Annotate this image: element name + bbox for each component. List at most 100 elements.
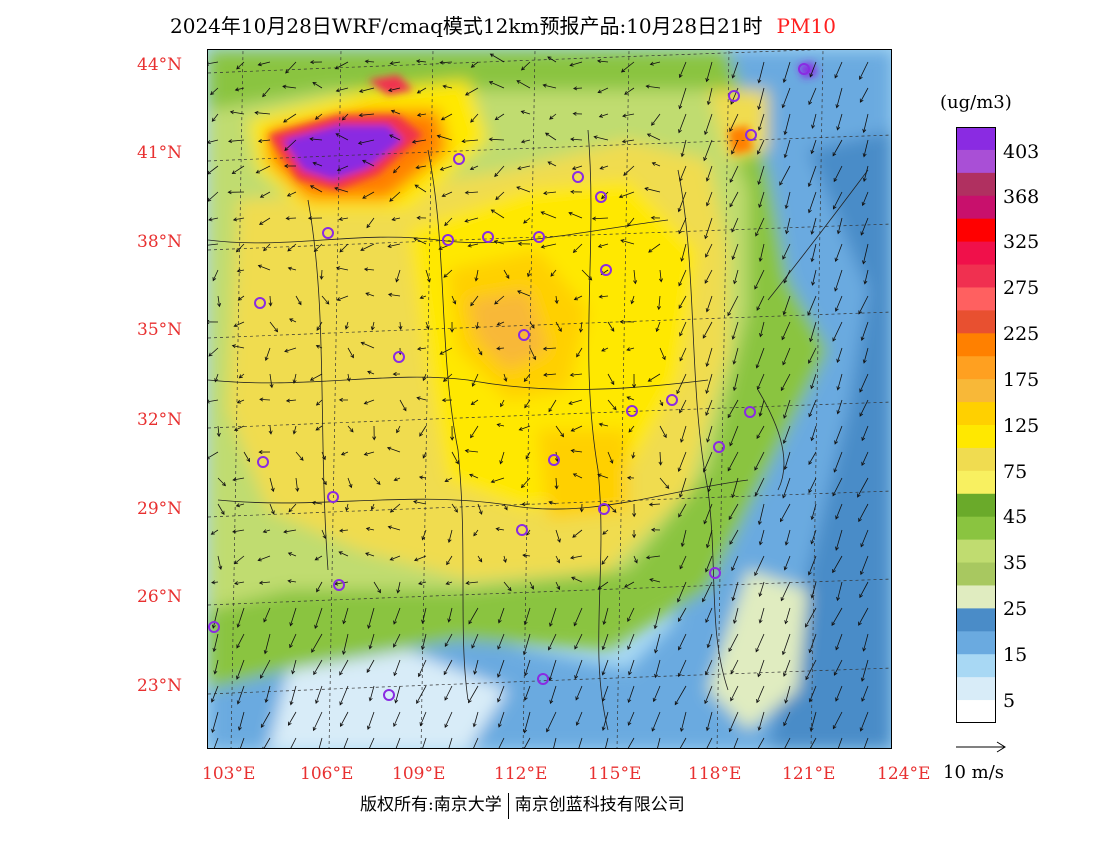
wind-arrow — [523, 711, 531, 734]
colorbar-label: 5 — [1003, 690, 1016, 712]
wind-arrow — [516, 80, 531, 89]
wind-arrow — [464, 87, 479, 96]
wind-arrow — [624, 581, 635, 588]
wind-arrow — [574, 633, 583, 650]
city-marker — [798, 63, 810, 75]
wind-arrow — [809, 321, 817, 343]
wind-arrow — [601, 633, 609, 651]
wind-arrow — [759, 321, 765, 338]
wind-arrow — [470, 425, 479, 439]
wind-arrow — [396, 581, 401, 594]
wind-arrow — [680, 425, 687, 443]
wind-arrow — [444, 711, 453, 729]
wind-arrow — [394, 685, 401, 704]
wind-arrow — [832, 477, 843, 497]
wind-arrow — [497, 711, 505, 728]
wind-arrow — [259, 397, 271, 402]
wind-arrow — [831, 607, 843, 627]
wind-arrow — [229, 110, 245, 115]
wind-arrow — [781, 321, 791, 341]
parallel-line — [208, 311, 891, 339]
wind-arrow — [678, 295, 687, 309]
wind-arrow — [810, 503, 817, 521]
wind-arrow — [260, 659, 271, 679]
wind-arrow — [522, 737, 531, 748]
city-marker — [666, 394, 678, 406]
wind-arrow — [573, 295, 583, 301]
wind-arrow — [731, 321, 739, 340]
wind-arrow — [212, 269, 219, 282]
lon-label: 115°E — [588, 764, 642, 784]
wind-arrow — [468, 685, 479, 704]
wind-arrow — [309, 373, 323, 381]
wind-arrow — [464, 190, 479, 195]
wind-arrow — [622, 113, 635, 118]
wind-arrow — [233, 321, 245, 328]
wind-arrow — [574, 659, 583, 680]
wind-arrow — [620, 239, 635, 245]
wind-arrow — [623, 165, 635, 176]
wind-arrow — [257, 61, 271, 67]
wind-arrow — [233, 555, 245, 565]
wind-arrow — [529, 581, 534, 590]
wind-arrow — [863, 737, 869, 748]
colorbar-swatch — [956, 241, 996, 266]
wind-arrow — [705, 295, 713, 313]
wind-arrow — [217, 555, 223, 570]
wind-arrow — [598, 422, 609, 427]
meridian-line — [716, 50, 730, 748]
wind-arrow — [632, 373, 637, 389]
colorbar-swatch — [956, 654, 996, 678]
wind-arrow — [517, 290, 531, 297]
wind-arrow — [315, 399, 323, 406]
wind-arrow — [811, 269, 817, 286]
wind-arrow — [626, 396, 635, 401]
wind-arrow — [782, 425, 791, 444]
wind-arrow — [422, 451, 427, 459]
wind-arrow — [607, 503, 617, 513]
wind-arrow — [754, 269, 765, 290]
wind-arrow — [262, 737, 271, 748]
wind-arrow — [210, 685, 219, 703]
wind-arrow — [732, 607, 739, 624]
wind-arrow — [346, 373, 351, 382]
wind-arrow — [705, 711, 713, 732]
wind-arrow — [208, 451, 219, 460]
wind-arrow — [309, 60, 323, 65]
colorbar-swatch — [956, 585, 996, 609]
wind-arrow — [731, 477, 739, 499]
wind-arrow — [756, 425, 765, 439]
wind-arrow — [597, 243, 609, 248]
city-marker — [713, 441, 725, 453]
wind-arrow — [360, 243, 375, 251]
wind-arrow — [757, 61, 765, 84]
wind-arrow — [805, 659, 817, 681]
wind-arrow — [754, 451, 765, 471]
wind-arrow — [336, 165, 349, 172]
wind-arrow — [554, 477, 559, 490]
wind-arrow — [783, 659, 791, 677]
wind-arrow — [658, 269, 663, 283]
colorbar-swatch — [956, 402, 996, 426]
wind-arrow — [373, 477, 381, 485]
wind-arrow — [345, 503, 350, 512]
wind-arrow — [677, 581, 687, 603]
wind-arrow — [657, 737, 661, 748]
wind-arrow — [520, 61, 531, 71]
wind-arrow — [444, 633, 453, 648]
wind-arrow — [546, 711, 557, 733]
wind-arrow — [347, 477, 353, 489]
wind-arrow — [834, 61, 843, 79]
wind-arrow — [236, 607, 245, 628]
wind-arrow — [268, 425, 273, 435]
wind-arrow — [679, 321, 687, 337]
wind-arrow — [446, 555, 453, 566]
wind-arrow — [295, 295, 302, 306]
wind-arrow — [393, 659, 401, 677]
wind-arrow — [754, 477, 765, 497]
wind-arrow — [285, 61, 297, 74]
wind-arrow — [522, 553, 531, 558]
wind-arrow — [493, 240, 505, 245]
wind-arrow — [808, 399, 817, 418]
wind-arrow — [834, 425, 843, 445]
